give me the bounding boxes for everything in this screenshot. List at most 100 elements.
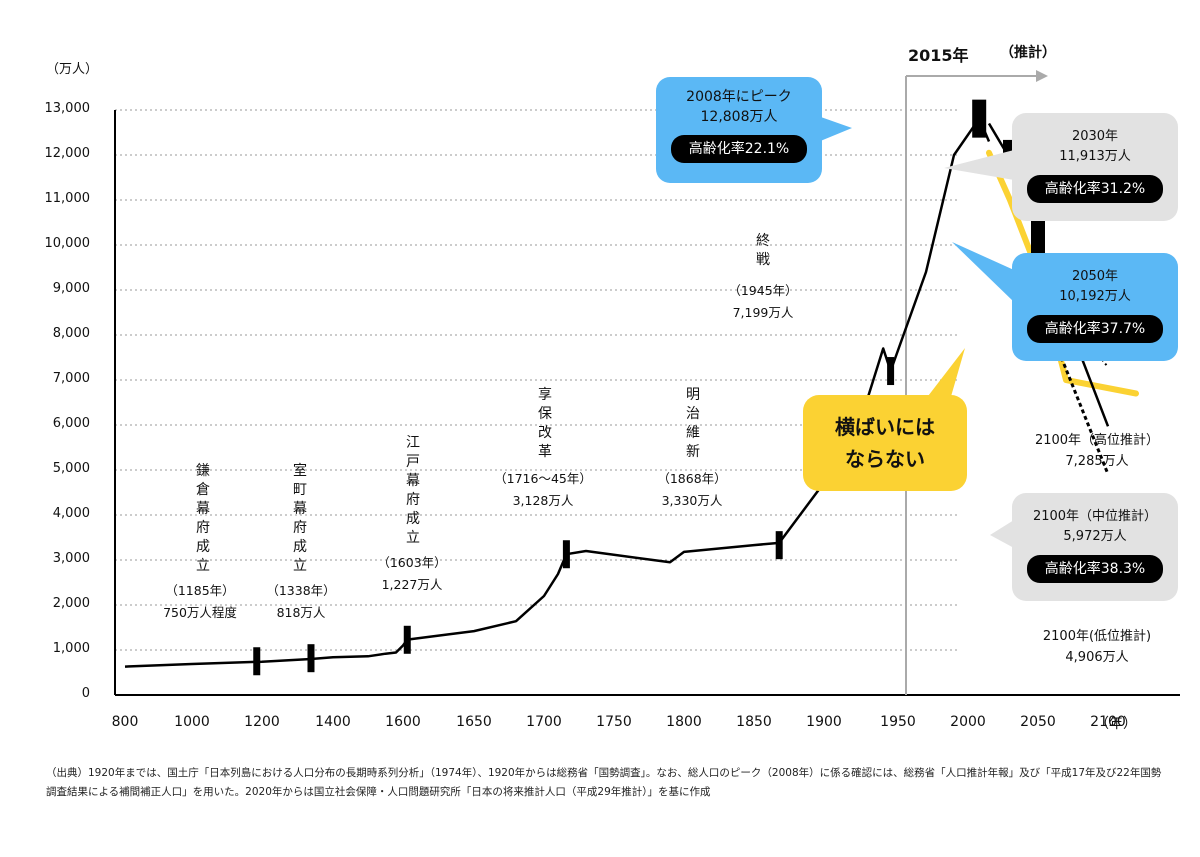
x-tick-label: 1600	[385, 714, 421, 730]
event-edo-title: 江戸幕府成立	[406, 435, 420, 546]
x-tick-label: 2050	[1020, 714, 1056, 730]
callout-2030: 2030年 11,913万人 高齢化率31.2%	[1012, 113, 1178, 221]
x-tick-label: 1750	[596, 714, 632, 730]
event-meiji-note: （1868年） 3,330万人	[652, 468, 732, 512]
peak-callout-pointer	[818, 116, 852, 142]
y-tick-label: 10,000	[44, 236, 91, 251]
x-tick-label: 1950	[880, 714, 916, 730]
event-war-end-value: 7,199万人	[732, 305, 794, 320]
mid-2100-callout: 2100年（中位推計） 5,972万人 高齢化率38.3%	[1012, 493, 1178, 601]
event-marker	[403, 625, 411, 654]
mid-2100-pill: 高齢化率38.3%	[1026, 555, 1164, 583]
event-edo-year: （1603年）	[377, 555, 447, 570]
callout-pointers	[818, 116, 1014, 548]
x-tick-label: 800	[111, 714, 139, 730]
current-year-label: 2015年	[908, 46, 969, 65]
callout-2030-pill: 高齢化率31.2%	[1026, 175, 1164, 203]
event-meiji-title: 明治維新	[686, 387, 700, 460]
callout-2030-line2: 11,913万人	[1059, 149, 1131, 164]
low-2100-line1: 2100年(低位推計)	[1042, 629, 1152, 644]
event-marker	[1031, 217, 1045, 256]
high-2100-line2: 7,285万人	[1065, 454, 1129, 469]
peak-aging-rate-pill: 高齢化率22.1%	[670, 135, 808, 163]
event-war-end-year: （1945年）	[728, 283, 798, 298]
x-tick-label: 1650	[456, 714, 492, 730]
high-2100-line1: 2100年（高位推計）	[1034, 433, 1160, 448]
y-tick-label: 9,000	[52, 281, 90, 296]
event-meiji-year: （1868年）	[657, 471, 727, 486]
y-tick-label: 12,000	[44, 146, 91, 161]
y-tick-label: 3,000	[52, 551, 90, 566]
x-tick-label: 1700	[526, 714, 562, 730]
x-tick-label: 1900	[806, 714, 842, 730]
y-tick-label: 11,000	[44, 191, 91, 206]
callout-2050: 2050年 10,192万人 高齢化率37.7%	[1012, 253, 1178, 361]
source-note: （出典）1920年までは、国土庁「日本列島における人口分布の長期時系列分析」（1…	[46, 767, 1162, 798]
mid-2100-callout-pointer	[990, 520, 1014, 548]
event-marker	[307, 644, 315, 673]
callout-2030-line1: 2030年	[1071, 129, 1119, 144]
peak-callout-line1: 2008年にピーク	[686, 89, 792, 105]
callout-2050-pointer	[952, 242, 1014, 302]
event-muromachi-value: 818万人	[276, 605, 326, 620]
x-tick-label: 2000	[950, 714, 986, 730]
y-tick-label: 6,000	[52, 416, 90, 431]
y-tick-label: 0	[81, 686, 90, 701]
event-marker	[253, 647, 261, 676]
event-marker	[972, 99, 987, 138]
x-tick-label: 1000	[174, 714, 210, 730]
event-marker	[562, 540, 570, 569]
flat-callout-line2: ならない	[845, 447, 925, 471]
event-muromachi-year: （1338年）	[266, 583, 336, 598]
event-kyoho-note: （1716〜45年） 3,128万人	[493, 468, 593, 512]
event-kyoho-value: 3,128万人	[512, 493, 574, 508]
event-edo-value: 1,227万人	[381, 577, 443, 592]
event-kyoho-year: （1716〜45年）	[494, 471, 592, 486]
y-tick-label: 7,000	[52, 371, 90, 386]
event-war-end-title: 終戦	[756, 233, 770, 268]
high-2100-label: 2100年（高位推計） 7,285万人	[1022, 430, 1172, 472]
flat-callout-line1: 横ばいには	[835, 415, 935, 439]
y-tick-label: 1,000	[52, 641, 90, 656]
x-axis-unit: （年）	[1095, 716, 1137, 732]
flat-callout-pointer	[925, 348, 965, 400]
callout-2030-pointer	[944, 150, 1014, 180]
event-kamakura-value: 750万人程度	[163, 605, 237, 620]
event-kamakura-year: （1185年）	[165, 583, 235, 598]
y-tick-label: 13,000	[44, 101, 91, 116]
peak-callout-line2: 12,808万人	[700, 109, 778, 125]
callout-2050-pill: 高齢化率37.7%	[1026, 315, 1164, 343]
historical-population-line	[124, 117, 991, 668]
event-meiji-value: 3,330万人	[661, 493, 723, 508]
event-kamakura-title: 鎌倉幕府成立	[196, 463, 210, 574]
mid-2100-line2: 5,972万人	[1063, 529, 1127, 544]
flat-callout: 横ばいには ならない	[803, 395, 967, 491]
mid-2100-line1: 2100年（中位推計）	[1032, 509, 1158, 524]
x-tick-label: 1200	[244, 714, 280, 730]
x-tick-label: 1800	[666, 714, 702, 730]
y-axis-unit: （万人）	[46, 62, 99, 77]
x-tick-label: 2100	[1090, 714, 1126, 730]
event-war-end-note: （1945年） 7,199万人	[723, 280, 803, 324]
axes	[114, 70, 1180, 696]
callout-2050-line1: 2050年	[1071, 269, 1119, 284]
event-kyoho-title: 享保改革	[538, 387, 552, 460]
event-kamakura-note: （1185年） 750万人程度	[150, 580, 250, 624]
event-muromachi-title: 室町幕府成立	[293, 463, 307, 574]
event-marker	[775, 531, 783, 560]
peak-callout: 2008年にピーク 12,808万人 高齢化率22.1%	[656, 77, 822, 183]
low-2100-line2: 4,906万人	[1065, 650, 1129, 665]
y-tick-label: 5,000	[52, 461, 90, 476]
event-muromachi-note: （1338年） 818万人	[261, 580, 341, 624]
event-edo-note: （1603年） 1,227万人	[372, 552, 452, 596]
y-tick-label: 8,000	[52, 326, 90, 341]
projection-arrow-head	[1036, 70, 1048, 82]
x-tick-label: 1850	[736, 714, 772, 730]
y-tick-label: 2,000	[52, 596, 90, 611]
callout-2050-line2: 10,192万人	[1059, 289, 1131, 304]
event-marker	[887, 357, 895, 386]
projection-label: （推計）	[1000, 45, 1056, 61]
y-tick-label: 4,000	[52, 506, 90, 521]
low-2100-label: 2100年(低位推計) 4,906万人	[1022, 626, 1172, 668]
x-tick-label: 1400	[315, 714, 351, 730]
